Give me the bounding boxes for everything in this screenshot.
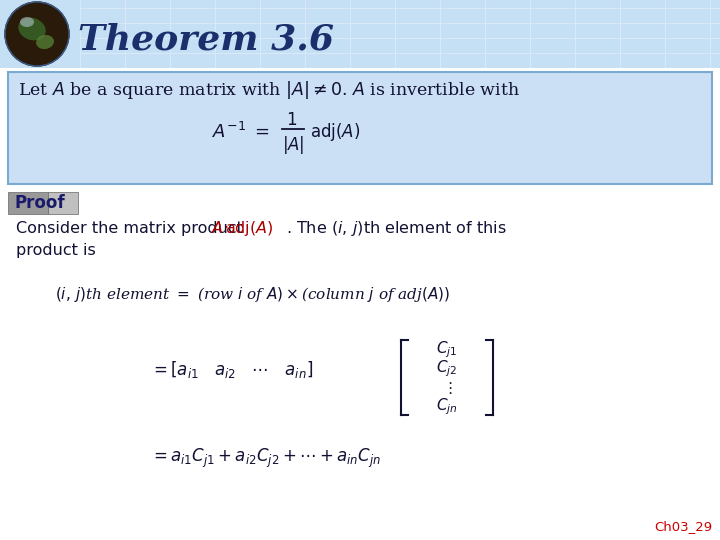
Text: $=a_{i1}C_{j1}+a_{i2}C_{j2}+\cdots+a_{in}C_{jn}$: $=a_{i1}C_{j1}+a_{i2}C_{j2}+\cdots+a_{in… (150, 447, 381, 470)
Text: $=[a_{i1}\quad a_{i2}\quad \cdots\quad a_{in}]$: $=[a_{i1}\quad a_{i2}\quad \cdots\quad a… (150, 360, 313, 381)
Ellipse shape (18, 18, 45, 40)
Bar (8, 192, 48, 214)
Text: $1$: $1$ (287, 111, 297, 129)
Text: $C_{j1}$: $C_{j1}$ (436, 340, 458, 360)
Ellipse shape (20, 17, 34, 27)
Text: Proof: Proof (14, 194, 65, 212)
Text: $C_{j2}$: $C_{j2}$ (436, 359, 458, 379)
Text: $\vdots$: $\vdots$ (442, 380, 452, 396)
Text: Ch03_29: Ch03_29 (654, 520, 712, 533)
Text: $A\!\cdot\!$: $A\!\cdot\!$ (211, 220, 229, 236)
Text: $A^{-1}\ =$: $A^{-1}\ =$ (212, 122, 270, 142)
Text: $(i,\,j)$th element $=$ (row $i$ of $A)\times$(column $j$ of adj$(A))$: $(i,\,j)$th element $=$ (row $i$ of $A)\… (55, 286, 450, 305)
Bar (48, 192, 78, 214)
Text: $|A|$: $|A|$ (282, 134, 305, 156)
Text: Theorem 3.6: Theorem 3.6 (78, 22, 334, 56)
Bar (8, 72, 712, 184)
Text: Consider the matrix product: Consider the matrix product (16, 220, 248, 235)
Text: Let $A$ be a square matrix with $|A| \neq 0$. $A$ is invertible with: Let $A$ be a square matrix with $|A| \ne… (18, 79, 520, 101)
Text: . The $(i,\,j)$th element of this: . The $(i,\,j)$th element of this (286, 219, 507, 238)
Text: $C_{jn}$: $C_{jn}$ (436, 397, 458, 417)
Ellipse shape (36, 35, 54, 49)
Text: $\mathrm{adj}(A)$: $\mathrm{adj}(A)$ (225, 219, 274, 238)
Bar (0, 0, 720, 68)
Text: $\mathrm{adj}(A)$: $\mathrm{adj}(A)$ (310, 121, 360, 143)
Circle shape (5, 2, 69, 66)
Text: product is: product is (16, 242, 96, 258)
